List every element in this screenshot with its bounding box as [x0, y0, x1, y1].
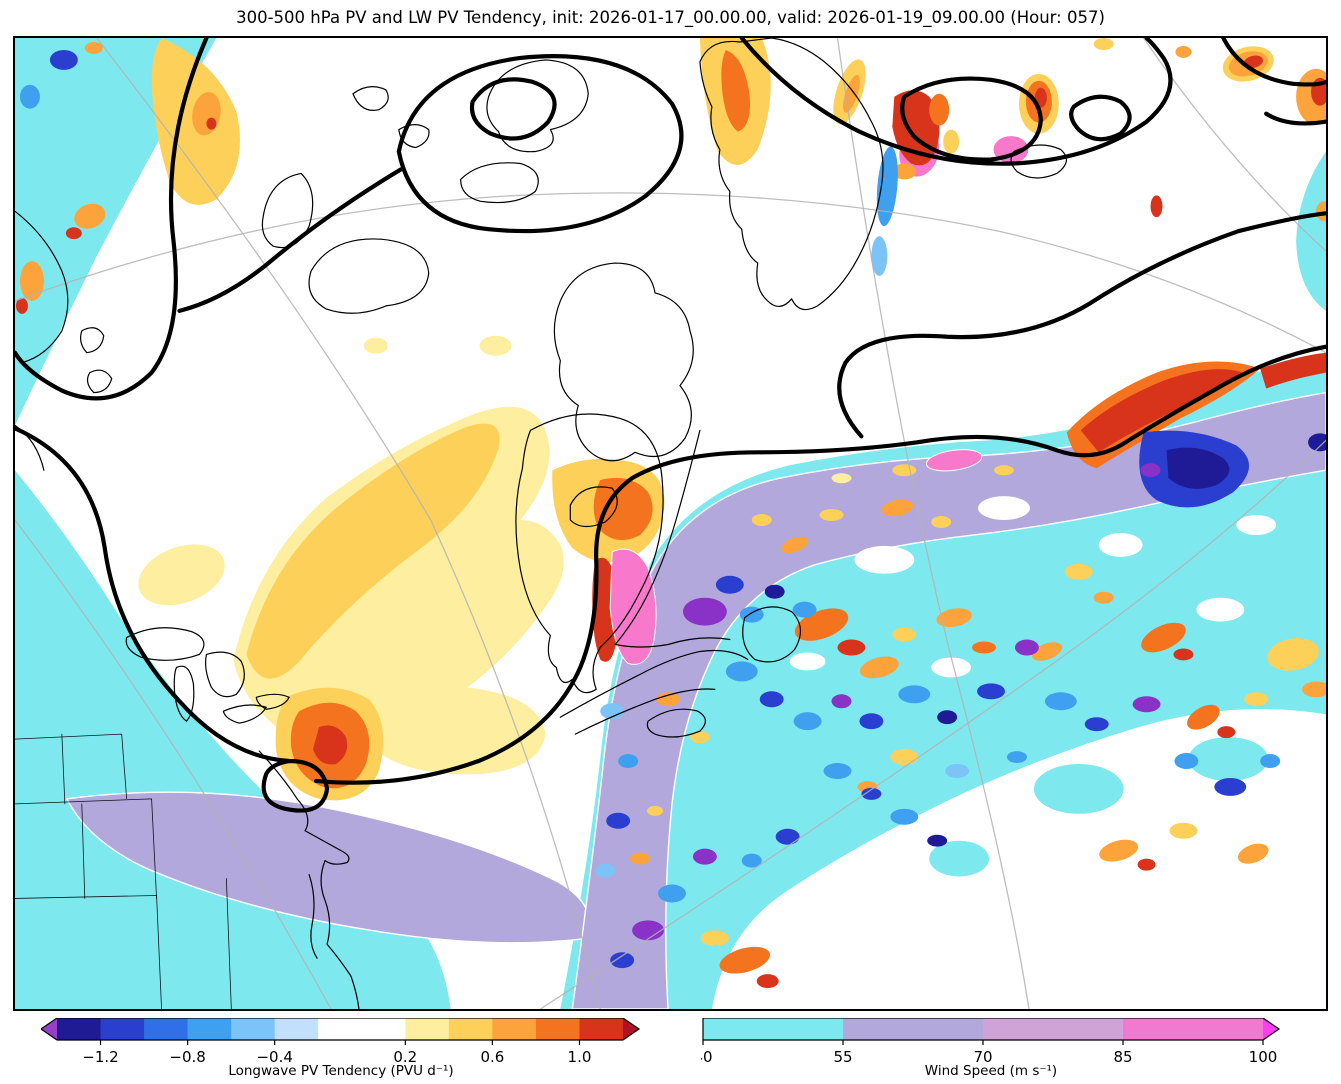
lw-tendency-colorbar: −1.2 −0.8 −0.4 0.2 0.6 1.0: [41, 1018, 641, 1066]
pv-contour-layer: [15, 38, 1326, 813]
svg-text:40: 40: [701, 1048, 713, 1066]
lw-tendency-colorbar-label: Longwave PV Tendency (PVU d⁻¹): [228, 1063, 454, 1079]
svg-text:85: 85: [1113, 1048, 1132, 1066]
svg-text:0.6: 0.6: [480, 1048, 504, 1066]
svg-text:−1.2: −1.2: [82, 1048, 118, 1066]
svg-text:−0.8: −0.8: [169, 1048, 205, 1066]
wind-speed-colorbar-label: Wind Speed (m s⁻¹): [924, 1063, 1058, 1079]
svg-text:1.0: 1.0: [568, 1048, 592, 1066]
svg-text:100: 100: [1249, 1048, 1278, 1066]
svg-text:−0.4: −0.4: [256, 1048, 292, 1066]
coastline-layer: [15, 38, 1067, 1009]
lw-tendency-shading-layer: [15, 38, 1326, 989]
map-plot-area: [13, 36, 1328, 1011]
svg-text:70: 70: [973, 1048, 992, 1066]
plot-title: 300-500 hPa PV and LW PV Tendency, init:…: [236, 8, 1105, 27]
graticule-layer: [15, 38, 1326, 1009]
wind-speed-colorbar: 40 55 70 85 100: [701, 1018, 1281, 1066]
svg-text:55: 55: [833, 1048, 852, 1066]
map-canvas: [15, 38, 1326, 1009]
svg-text:0.2: 0.2: [393, 1048, 417, 1066]
